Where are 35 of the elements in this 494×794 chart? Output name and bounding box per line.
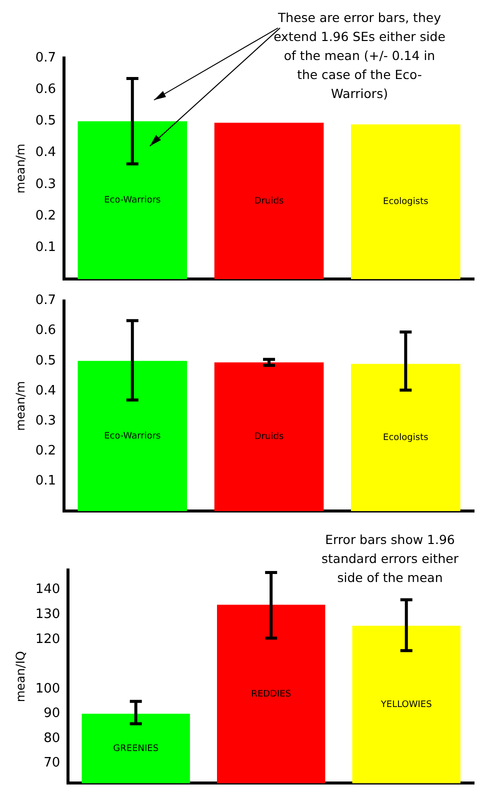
y-tick-label: 0.3 [35,413,56,428]
y-tick-label: 120 [35,632,60,647]
y-tick-label: 0.4 [35,145,56,160]
y-tick-label: 140 [35,582,60,598]
category-label: Eco-Warriors [104,431,161,442]
x-tick-label: YELLOWIES [380,700,432,710]
y-tick-label: 130 [35,607,60,622]
y-tick-label: 0.6 [35,82,56,97]
y-axis-title: mean/m [13,381,28,431]
y-axis-title: mean/m [13,144,28,194]
y-tick-label: 0.3 [35,176,56,192]
y-tick-label: 90 [44,706,60,722]
category-label: Ecologists [383,197,428,208]
y-tick-label: 0.2 [35,443,56,458]
y-tick-label: 80 [44,730,60,746]
y-tick-label: 0.2 [35,208,56,224]
category-label: Eco-Warriors [104,196,161,206]
category-label: Druids [254,196,284,206]
y-axis-title: mean/IQ [13,651,28,702]
annotation: These are error bars, they extend 1.96 SEs either side of the mean (+/- 0.14 in the case of the Eco-Warriors) [272,9,446,103]
y-tick-label: 0.5 [35,114,56,129]
annotation: Error bars show 1.96 standard errors either side of the mean [320,531,460,587]
x-tick-label: GREENIES [113,744,159,754]
y-tick-label: 0.7 [35,293,56,308]
category-label: Druids [254,432,284,442]
y-tick-label: 0.5 [35,353,56,368]
y-tick-label: 70 [44,756,60,771]
y-tick-label: 100 [35,681,60,696]
y-tick-label: 0.7 [35,50,56,66]
y-tick-label: 0.1 [35,240,56,255]
category-label: Ecologists [383,432,428,443]
x-tick-label: REDDIES [251,689,292,700]
y-tick-label: 0.1 [35,474,56,489]
y-tick-label: 0.6 [35,323,56,338]
y-tick-label: 0.4 [35,383,56,398]
